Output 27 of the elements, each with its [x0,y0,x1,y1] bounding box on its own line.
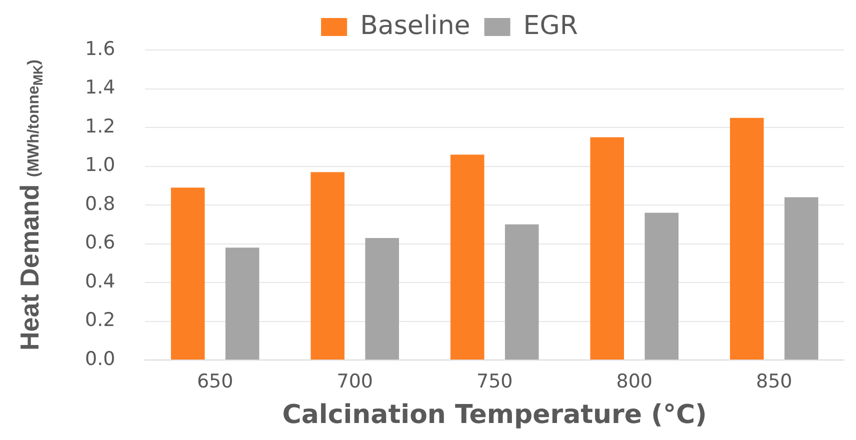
x-tick-label: 650 [196,370,234,392]
x-tick-label: 800 [616,370,652,392]
bar [225,248,260,360]
bar [450,154,484,360]
y-tick-label: 1.0 [85,154,116,176]
x-tick-label: 750 [476,370,513,392]
bar [170,188,205,360]
bar [644,212,679,360]
y-tick-label: 0.8 [85,192,116,215]
y-tick-label: 0.6 [85,232,116,254]
legend-label: EGR [523,10,578,41]
bar [310,172,344,360]
y-tick-label: 1.4 [85,76,116,99]
y-tick-label: 1.6 [85,38,116,60]
y-tick-label: 0.2 [85,309,116,332]
bar [365,238,399,360]
y-tick-label: 0.0 [85,348,116,370]
y-tick-label: 1.2 [85,115,116,138]
y-tick-label: 0.4 [85,270,116,292]
x-tick-label: 700 [336,370,373,392]
bar [730,118,764,360]
legend-label: Baseline [360,10,470,41]
bar [590,137,624,360]
bar [504,224,539,360]
bar [784,197,818,360]
x-axis-title: Calcination Temperature (°C) [282,400,707,430]
x-tick-label: 850 [756,370,792,392]
